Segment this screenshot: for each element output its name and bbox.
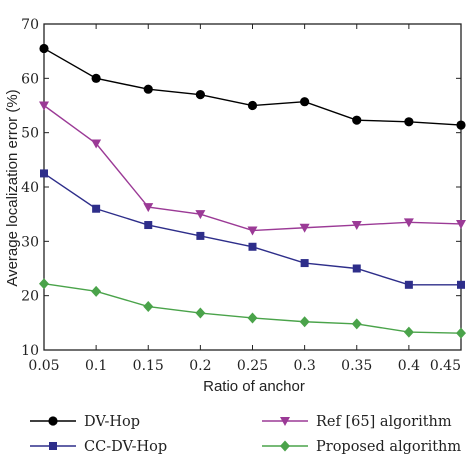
legend: DV-Hop Ref [65] algorithm CC-DV-Hop Propose… (30, 414, 461, 455)
y-tick-label: 60 (21, 71, 39, 87)
data-point (248, 242, 257, 251)
data-point (144, 221, 153, 230)
y-axis-title: Average localization error (%) (4, 89, 21, 286)
data-point (195, 90, 205, 100)
data-point (91, 285, 102, 297)
data-point (300, 259, 309, 268)
legend-marker (280, 440, 290, 452)
data-point (247, 226, 258, 236)
x-tick-label: 0.4 (398, 358, 420, 374)
y-tick-label: 40 (21, 180, 39, 196)
data-point (247, 312, 258, 324)
x-tick-label: 0.2 (189, 358, 211, 374)
series-line (43, 283, 462, 334)
data-point (143, 84, 153, 94)
y-tick-label: 50 (21, 126, 39, 142)
y-tick-label: 70 (21, 17, 39, 33)
data-point (247, 100, 258, 111)
x-tick-label: 0.05 (28, 358, 59, 374)
data-point (39, 43, 49, 54)
legend-label: Ref [65] algorithm (316, 414, 452, 430)
series-line (43, 47, 462, 126)
data-point (143, 203, 154, 213)
data-point (196, 231, 205, 240)
legend-label: DV-Hop (84, 414, 140, 430)
data-point (300, 97, 310, 107)
data-point (352, 264, 361, 273)
data-point (456, 327, 466, 339)
legend-marker (48, 416, 58, 426)
x-axis-title: Ratio of anchor (203, 378, 305, 395)
legend-label: Proposed algorithm (316, 439, 461, 455)
data-point (40, 169, 48, 178)
data-point (351, 221, 362, 231)
legend-item: Proposed algorithm (262, 439, 461, 455)
y-tick-label: 20 (21, 289, 39, 305)
series-dv-hop (39, 43, 466, 130)
data-point (351, 318, 362, 330)
x-tick-label: 0.25 (237, 358, 268, 374)
plot-area (43, 23, 462, 351)
data-point (403, 218, 414, 228)
data-point (457, 280, 465, 289)
legend-item: CC-DV-Hop (30, 439, 167, 455)
data-point (299, 223, 310, 233)
data-point (91, 73, 101, 83)
data-point (404, 117, 414, 127)
data-point (92, 204, 101, 213)
x-tick-label: 0.15 (133, 358, 164, 374)
legend-marker (49, 442, 57, 450)
data-point (195, 307, 206, 319)
axis-ticks: 0.05 0.1 0.15 0.2 0.25 0.3 0.35 0.4 0.45 10 20 30 40… (21, 17, 462, 374)
data-point (299, 316, 310, 328)
x-tick-label: 0.45 (430, 358, 461, 374)
legend-item: DV-Hop (30, 414, 140, 430)
data-point (456, 219, 466, 229)
data-point (195, 210, 206, 220)
series-ref-65-algorithm (39, 101, 466, 236)
legend-label: CC-DV-Hop (84, 439, 167, 455)
data-point (404, 280, 413, 289)
data-point (403, 326, 414, 338)
data-point (39, 101, 49, 111)
x-tick-label: 0.1 (85, 358, 107, 374)
data-point (143, 301, 154, 313)
y-tick-label: 30 (21, 234, 39, 250)
legend-marker (280, 417, 290, 426)
data-point (91, 139, 102, 149)
y-tick-label: 10 (21, 343, 39, 359)
series-layer (39, 43, 466, 339)
data-point (456, 120, 466, 130)
data-point (39, 278, 49, 290)
series-cc-dv-hop (40, 169, 465, 289)
plot-frame (43, 23, 462, 351)
x-tick-label: 0.35 (341, 358, 372, 374)
series-proposed-algorithm (39, 278, 466, 339)
x-tick-label: 0.3 (293, 358, 315, 374)
data-point (352, 115, 362, 125)
legend-item: Ref [65] algorithm (262, 414, 452, 430)
